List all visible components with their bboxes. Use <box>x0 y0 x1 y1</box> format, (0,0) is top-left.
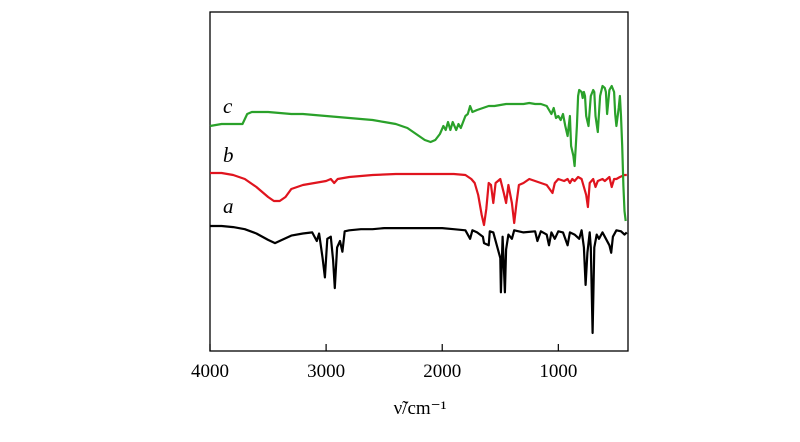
series-label-b: b <box>223 143 234 167</box>
x-axis-label: ν̃/cm⁻¹ <box>394 398 447 419</box>
x-tick-label: 1000 <box>539 361 577 382</box>
x-tick-label: 2000 <box>423 361 461 382</box>
series-line-a <box>210 224 628 335</box>
x-tick-label: 4000 <box>191 361 229 382</box>
series-label-c: c <box>223 94 233 118</box>
series-line-b <box>210 171 627 227</box>
plot-frame <box>209 11 629 352</box>
series-line-c <box>209 84 627 222</box>
series-labels: a b c <box>223 94 234 218</box>
series-layer <box>209 84 628 335</box>
x-tick-label: 3000 <box>307 361 345 382</box>
series-label-a: a <box>223 194 234 218</box>
x-axis: 4000 3000 2000 1000 <box>191 344 577 382</box>
